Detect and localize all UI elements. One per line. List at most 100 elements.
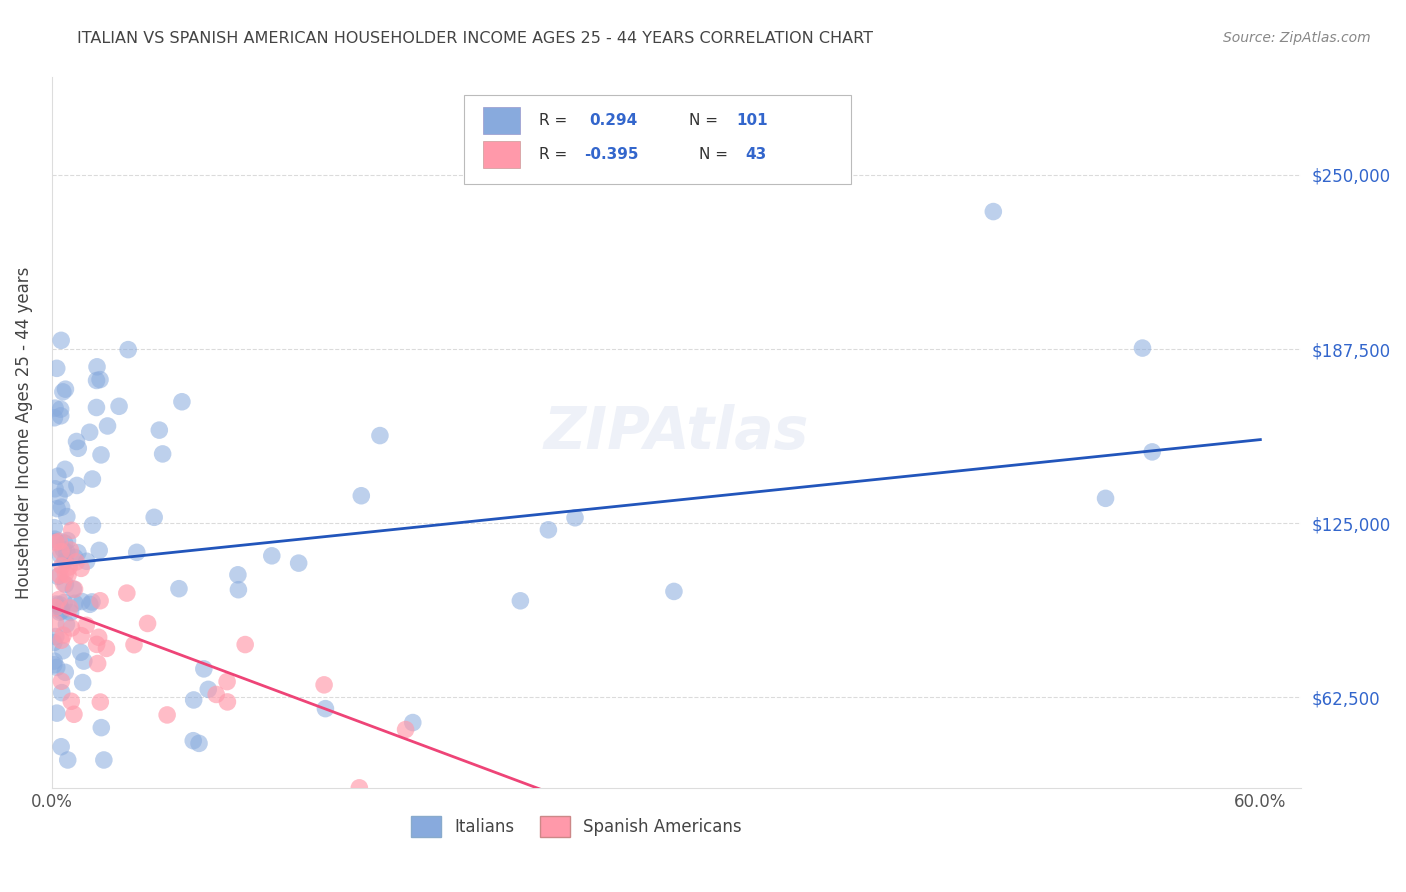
- Point: [1094, 491, 1116, 506]
- Y-axis label: Householder Income Ages 25 - 44 years: Householder Income Ages 25 - 44 years: [15, 267, 32, 599]
- Point: [52, 628, 75, 642]
- Point: [93, 753, 115, 767]
- Point: [73, 654, 96, 668]
- Text: -0.395: -0.395: [583, 146, 638, 161]
- Point: [44, 401, 66, 416]
- Point: [136, 616, 159, 631]
- Point: [1140, 445, 1163, 459]
- Point: [65, 555, 87, 569]
- Point: [63, 550, 86, 565]
- Point: [349, 780, 371, 795]
- Point: [60, 524, 83, 538]
- Point: [89, 543, 111, 558]
- Point: [86, 359, 108, 374]
- Point: [62, 582, 84, 596]
- Point: [46, 569, 69, 583]
- Point: [65, 434, 87, 449]
- Point: [60, 694, 83, 708]
- Point: [90, 448, 112, 462]
- Point: [45, 361, 67, 376]
- Point: [76, 554, 98, 568]
- Point: [72, 675, 94, 690]
- Text: 43: 43: [745, 146, 766, 161]
- Point: [167, 582, 190, 596]
- Text: ITALIAN VS SPANISH AMERICAN HOUSEHOLDER INCOME AGES 25 - 44 YEARS CORRELATION CH: ITALIAN VS SPANISH AMERICAN HOUSEHOLDER …: [77, 31, 873, 46]
- Point: [537, 523, 560, 537]
- Point: [89, 593, 111, 607]
- Point: [49, 549, 72, 563]
- Point: [87, 630, 110, 644]
- Point: [45, 630, 67, 644]
- Point: [509, 594, 531, 608]
- Point: [55, 566, 77, 581]
- Point: [90, 721, 112, 735]
- Point: [51, 601, 73, 615]
- Point: [46, 469, 69, 483]
- Point: [96, 419, 118, 434]
- Point: [44, 534, 66, 549]
- Point: [108, 399, 131, 413]
- Point: [49, 402, 72, 417]
- Point: [44, 532, 66, 546]
- Point: [51, 500, 73, 515]
- Point: [53, 665, 76, 680]
- Point: [79, 597, 101, 611]
- Point: [75, 618, 97, 632]
- Point: [63, 707, 86, 722]
- Point: [260, 549, 283, 563]
- Point: [70, 629, 93, 643]
- Point: [314, 701, 336, 715]
- Point: [66, 478, 89, 492]
- Point: [170, 394, 193, 409]
- Point: [86, 637, 108, 651]
- Point: [52, 644, 75, 658]
- Point: [287, 556, 309, 570]
- Point: [55, 382, 77, 396]
- Point: [49, 334, 72, 348]
- Text: 0.294: 0.294: [589, 113, 637, 128]
- Point: [1132, 341, 1154, 355]
- Point: [52, 384, 75, 399]
- Point: [45, 600, 67, 615]
- Point: [181, 733, 204, 747]
- FancyBboxPatch shape: [482, 107, 520, 135]
- Point: [59, 600, 82, 615]
- Point: [48, 605, 70, 619]
- Point: [197, 682, 219, 697]
- Point: [49, 544, 72, 558]
- Point: [53, 595, 76, 609]
- Point: [44, 410, 66, 425]
- Point: [188, 736, 211, 750]
- Point: [217, 674, 239, 689]
- Point: [67, 442, 90, 456]
- Text: N =: N =: [689, 113, 723, 128]
- Point: [117, 343, 139, 357]
- Point: [48, 598, 70, 612]
- Point: [69, 645, 91, 659]
- Point: [49, 409, 72, 423]
- Point: [981, 204, 1004, 219]
- Point: [45, 597, 67, 611]
- Point: [48, 534, 70, 549]
- Point: [183, 693, 205, 707]
- Point: [394, 723, 416, 737]
- Point: [115, 586, 138, 600]
- Point: [53, 554, 76, 568]
- Point: [52, 576, 75, 591]
- Point: [79, 425, 101, 440]
- Point: [59, 606, 82, 620]
- Legend: Italians, Spanish Americans: Italians, Spanish Americans: [405, 810, 748, 844]
- Point: [56, 753, 79, 767]
- Point: [96, 641, 118, 656]
- Point: [63, 582, 86, 597]
- Point: [51, 674, 73, 689]
- Point: [45, 706, 67, 720]
- Point: [53, 482, 76, 496]
- Point: [45, 660, 67, 674]
- Point: [42, 635, 65, 649]
- Point: [143, 510, 166, 524]
- Text: R =: R =: [538, 113, 572, 128]
- Point: [58, 560, 80, 574]
- Point: [125, 545, 148, 559]
- FancyBboxPatch shape: [464, 95, 851, 184]
